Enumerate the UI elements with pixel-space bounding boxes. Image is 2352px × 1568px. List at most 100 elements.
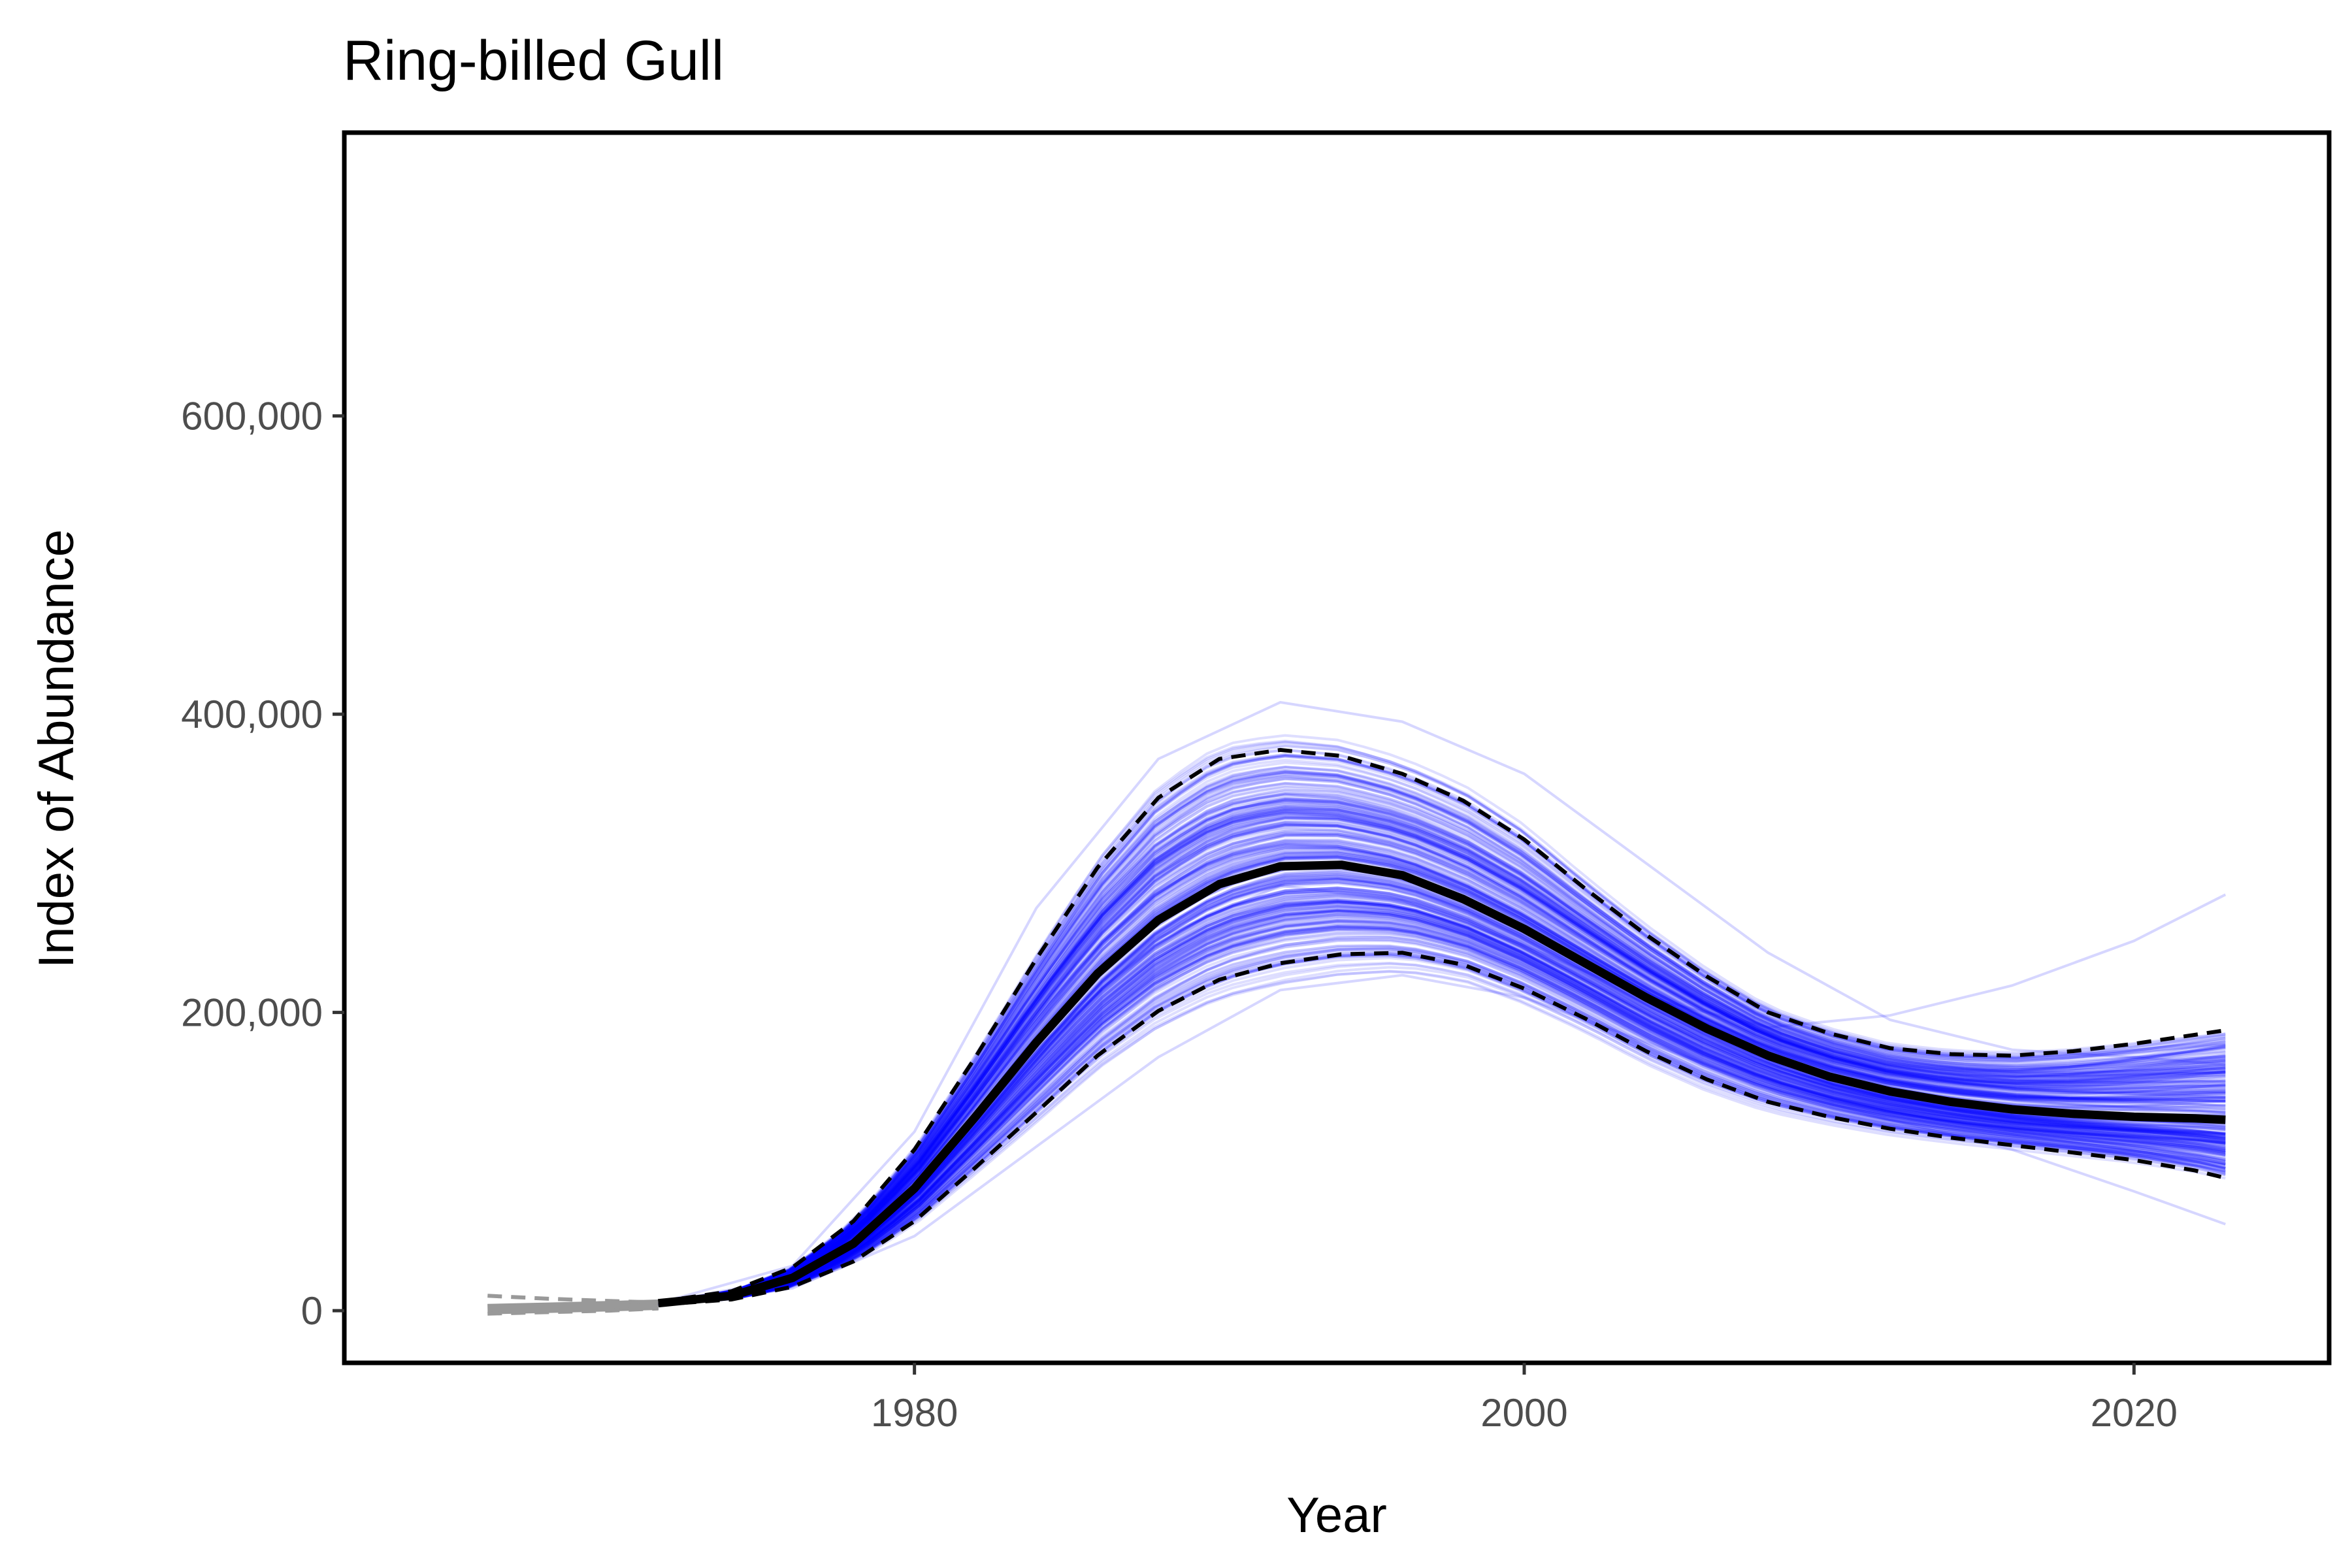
- sample-trajectory: [658, 919, 2226, 1305]
- sample-trajectory: [658, 925, 2226, 1305]
- sample-trajectory: [658, 928, 2226, 1305]
- sample-trajectory: [658, 825, 2226, 1304]
- y-axis: 0 200,000 400,000 600,000: [181, 133, 347, 1363]
- sample-trajectory: [658, 900, 2226, 1305]
- sample-trajectory: [658, 796, 2226, 1303]
- sample-trajectory: [658, 771, 2226, 1304]
- sample-trajectory: [658, 845, 2226, 1304]
- sample-trajectory: [658, 938, 2226, 1305]
- sample-trajectory: [658, 888, 2226, 1305]
- sample-trajectory: [658, 793, 2226, 1303]
- sample-trajectory: [658, 920, 2226, 1306]
- sample-trajectory: [658, 945, 2226, 1306]
- sample-trajectory: [658, 909, 2226, 1305]
- sample-trajectory: [658, 810, 2226, 1304]
- sample-trajectory: [658, 872, 2226, 1305]
- sample-trajectory: [658, 841, 2226, 1304]
- sample-trajectory: [658, 846, 2226, 1304]
- sample-trajectory: [658, 904, 2226, 1306]
- sample-trajectory: [658, 909, 2226, 1305]
- sample-trajectory: [658, 848, 2226, 1305]
- sample-trajectory: [658, 898, 2226, 1305]
- median-trend-line: [658, 860, 2226, 1308]
- sample-trajectory: [658, 936, 2226, 1306]
- sample-trajectory: [658, 770, 2226, 1303]
- sample-trajectory: [658, 816, 2226, 1305]
- sample-trajectory: [658, 745, 2226, 1304]
- sample-trajectory: [658, 804, 2226, 1304]
- sample-trajectory: [658, 871, 2226, 1305]
- early-median-line: [487, 1299, 659, 1315]
- sample-trajectory: [658, 798, 2226, 1304]
- sample-trajectory: [658, 947, 2226, 1306]
- sample-trajectory: [658, 813, 2226, 1304]
- sample-trajectory: [658, 791, 2226, 1304]
- sample-trajectory: [658, 876, 2226, 1305]
- sample-trajectory: [658, 775, 2226, 1304]
- sample-trajectory: [658, 944, 2226, 1306]
- sample-trajectory: [658, 919, 2226, 1305]
- sample-trajectory: [658, 846, 2226, 1305]
- sample-trajectory: [658, 753, 2226, 1303]
- sample-trajectory: [658, 808, 2226, 1304]
- sample-trajectory: [658, 923, 2226, 1306]
- sample-trajectory: [658, 765, 2226, 1303]
- sample-trajectory: [658, 821, 2226, 1304]
- sample-trajectory: [658, 906, 2226, 1306]
- sample-trajectory: [658, 908, 2226, 1305]
- sample-trajectory: [658, 898, 2226, 1305]
- sample-trajectory: [658, 817, 2226, 1304]
- sample-trajectory: [658, 924, 2226, 1306]
- sample-trajectory: [658, 881, 2226, 1305]
- sample-trajectory: [658, 816, 2226, 1304]
- sample-trajectory: [658, 915, 2226, 1306]
- sample-trajectory: [658, 936, 2226, 1306]
- sample-trajectory: [658, 823, 2226, 1304]
- sample-trajectory: [658, 839, 2226, 1305]
- sample-trajectory: [658, 913, 2226, 1306]
- sample-trajectory: [658, 900, 2226, 1305]
- chart-title: Ring-billed Gull: [343, 29, 724, 92]
- sample-trajectory: [658, 903, 2226, 1305]
- sample-trajectory: [658, 877, 2226, 1305]
- sample-trajectory: [658, 913, 2226, 1305]
- sample-trajectory: [658, 815, 2226, 1304]
- sample-trajectory: [658, 912, 2226, 1306]
- sample-trajectory: [658, 824, 2226, 1304]
- sample-trajectory: [658, 785, 2226, 1304]
- sample-trajectory: [658, 926, 2226, 1306]
- y-tick-label: 400,000: [181, 693, 323, 736]
- y-tick-label: 600,000: [181, 395, 323, 438]
- sample-trajectory: [658, 906, 2226, 1305]
- sample-trajectory: [658, 914, 2226, 1305]
- sample-trajectory: [658, 772, 2226, 1304]
- sample-trajectory: [658, 895, 2226, 1305]
- sample-trajectory: [658, 789, 2226, 1304]
- sample-trajectory: [658, 938, 2226, 1306]
- sample-trajectory: [658, 800, 2226, 1304]
- sample-trajectory: [658, 887, 2226, 1305]
- sample-trajectory: [658, 831, 2226, 1304]
- sample-trajectory: [658, 878, 2226, 1305]
- sample-trajectory: [658, 770, 2226, 1303]
- upper-ci-line: [658, 747, 2226, 1304]
- sample-trajectory: [658, 902, 2226, 1306]
- sample-trajectory: [658, 781, 2226, 1303]
- sample-trajectory: [658, 921, 2226, 1305]
- sample-trajectory: [658, 798, 2226, 1304]
- sample-trajectory: [658, 808, 2226, 1305]
- sample-trajectory: [658, 821, 2226, 1304]
- sample-trajectory: [658, 792, 2226, 1304]
- sample-trajectory: [658, 874, 2226, 1305]
- sample-trajectory: [658, 947, 2226, 1306]
- sample-trajectory: [658, 832, 2226, 1305]
- sample-trajectory: [658, 900, 2226, 1305]
- sample-trajectory: [658, 841, 2226, 1304]
- sample-trajectory: [658, 804, 2226, 1304]
- sample-trajectory: [658, 853, 2226, 1304]
- y-tick-label: 200,000: [181, 991, 323, 1035]
- sample-trajectory: [658, 931, 2226, 1306]
- sample-trajectory: [658, 816, 2226, 1304]
- sample-trajectory: [658, 924, 2226, 1306]
- sample-trajectory: [658, 919, 2226, 1306]
